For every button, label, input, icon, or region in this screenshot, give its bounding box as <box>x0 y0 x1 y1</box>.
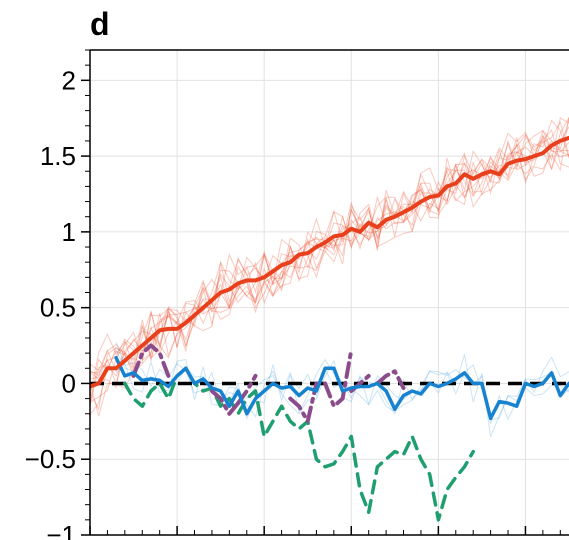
purple-series-line <box>131 343 171 378</box>
series-lines <box>90 135 569 522</box>
panel-label: d <box>90 6 110 42</box>
purple-series-line <box>209 389 241 416</box>
y-tick-label: 1.5 <box>40 141 76 171</box>
ensemble-member-line <box>90 119 569 397</box>
y-tick-label: −1 <box>46 520 76 540</box>
main-series-line <box>90 135 569 389</box>
ensemble-member-line <box>90 129 569 389</box>
ensemble-member-line <box>90 120 569 373</box>
purple-series-line <box>323 348 354 409</box>
ticks <box>81 49 561 536</box>
ensemble-member-line <box>90 129 569 405</box>
ensemble-member-line <box>90 128 569 405</box>
purple-series-line <box>288 381 319 424</box>
ensemble-member-line <box>90 117 569 378</box>
grid <box>89 50 569 536</box>
blue-ensemble-member-line <box>115 342 569 421</box>
y-tick-label: −0.5 <box>25 444 76 474</box>
y-tick-label: 2 <box>62 65 76 95</box>
y-tick-label: 0 <box>62 368 76 398</box>
blue-series-line <box>114 355 569 421</box>
purple-series-line <box>375 369 406 390</box>
y-tick-label: 0.5 <box>40 293 76 323</box>
ensemble-member-line <box>90 116 569 416</box>
y-tick-label: 1 <box>62 217 76 247</box>
ensemble-member-line <box>90 119 569 404</box>
ensemble-member-line <box>90 117 569 417</box>
ensemble-member-line <box>90 147 569 386</box>
tick-labels: −1 −0.5 0 0.5 1 1.5 2 <box>25 65 76 540</box>
axes <box>89 49 569 536</box>
